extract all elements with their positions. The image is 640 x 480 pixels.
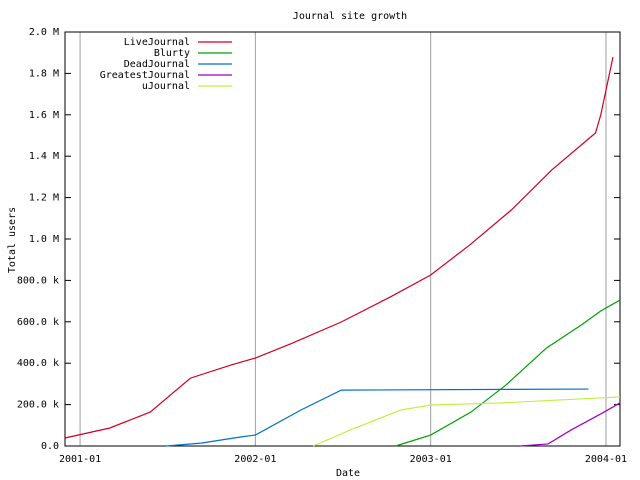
chart-title: Journal site growth [293,11,407,22]
plot-frame [64,31,621,447]
series-line [165,388,589,447]
series-line [64,56,614,439]
y-tick-label: 1.6 M [29,110,59,121]
y-tick-label: 400.0 k [17,358,59,369]
y-tick-label: 1.0 M [29,234,59,245]
legend-label: Blurty [154,48,190,59]
legend-label: LiveJournal [124,37,190,48]
x-tick-label: 2003-01 [410,454,452,465]
series-line [520,402,621,447]
y-tick-label: 0.0 [41,441,59,452]
y-tick-label: 1.4 M [29,151,59,162]
legend-label: DeadJournal [124,59,190,70]
x-tick-label: 2001-01 [59,454,101,465]
series-line [312,396,621,447]
y-tick-label: 1.2 M [29,193,59,204]
x-tick-label: 2004-01 [585,454,627,465]
legend-label: GreatestJournal [100,70,190,81]
y-tick-label: 600.0 k [17,317,59,328]
y-tick-label: 800.0 k [17,275,59,286]
x-tick-label: 2002-01 [234,454,276,465]
y-tick-label: 200.0 k [17,400,59,411]
legend-label: uJournal [142,81,190,92]
series-line [395,299,621,447]
y-axis-label: Total users [7,207,18,273]
x-axis-label: Date [336,468,360,479]
y-tick-label: 1.8 M [29,68,59,79]
y-tick-label: 2.0 M [29,27,59,38]
